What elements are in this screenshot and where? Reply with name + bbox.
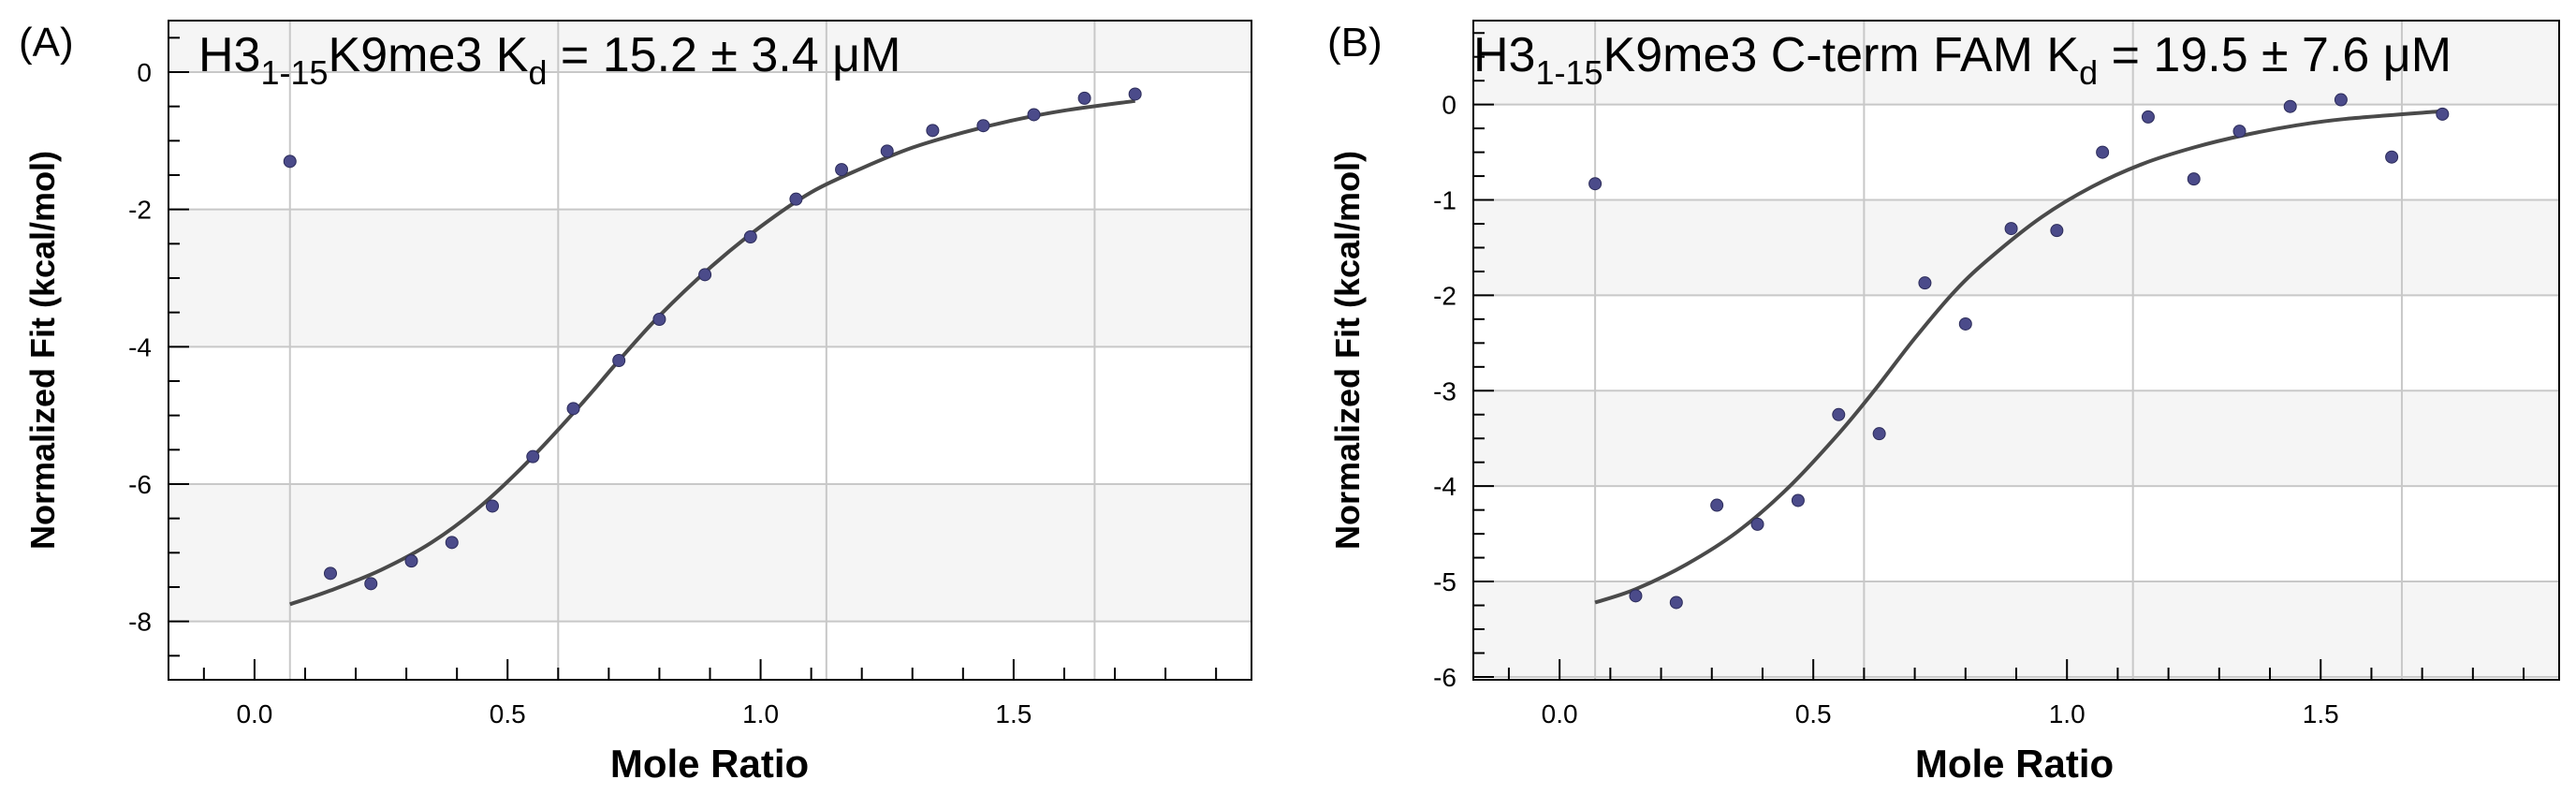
fit-curve-a: [289, 98, 1135, 607]
data-point: [926, 124, 940, 138]
y-tick-label: 0: [1442, 91, 1456, 120]
horizontal-gridlines-a: [168, 71, 1251, 623]
grid-band: [1473, 390, 2559, 487]
plot-frame-a: [168, 20, 1252, 681]
panel-a: 0.0 0.5 1.0 1.5 0 -2 -4 -6 -8 (A) H31-15K9me3 K…: [19, 20, 1252, 786]
chart-title-b: H31-15K9me3 C-term FAM Kd = 19.5 ± 7.6 μ…: [1473, 28, 2452, 92]
tick-marks-b: [1473, 32, 2525, 680]
y-tick-label: -5: [1433, 567, 1456, 596]
grid-band: [168, 21, 1251, 72]
grid-bands-b: [1473, 21, 2559, 677]
data-point: [1669, 596, 1683, 610]
data-point: [2283, 99, 2297, 113]
data-point: [486, 499, 500, 513]
y-tick-label: -6: [1433, 663, 1456, 692]
data-point: [789, 192, 803, 206]
data-point: [445, 536, 459, 550]
grid-bands-a: [168, 21, 1251, 622]
data-point: [2385, 150, 2399, 164]
tick-marks-a: [168, 37, 1218, 680]
data-point: [1027, 108, 1041, 122]
data-point: [2004, 222, 2018, 236]
panel-label-b: (B): [1327, 20, 1383, 66]
data-point: [1958, 316, 1972, 331]
y-tick-label: -2: [128, 196, 152, 225]
data-point: [283, 154, 297, 169]
data-point: [2096, 145, 2110, 159]
data-point: [2141, 110, 2155, 124]
data-point: [743, 230, 757, 243]
x-tick-label: 0.5: [490, 699, 526, 728]
y-tick-label: -6: [128, 470, 152, 499]
x-tick-label: 1.5: [2303, 699, 2339, 728]
y-tick-labels-a: 0 -2 -4 -6 -8: [128, 58, 152, 637]
data-point: [880, 144, 894, 158]
chart-title-a: H31-15K9me3 Kd = 15.2 ± 3.4 μM: [198, 28, 900, 92]
grid-band: [168, 484, 1251, 622]
data-point: [526, 449, 540, 463]
grid-band: [1473, 199, 2559, 296]
x-axis-title-a: Mole Ratio: [610, 742, 809, 786]
grid-band: [1473, 21, 2559, 105]
vertical-gridlines-b: [1594, 21, 2403, 680]
y-tick-label: -8: [128, 608, 152, 637]
x-tick-labels-b: 0.0 0.5 1.0 1.5: [1542, 699, 2339, 728]
data-point: [1710, 498, 1724, 512]
x-tick-label: 1.0: [742, 699, 779, 728]
x-tick-label: 0.0: [236, 699, 272, 728]
data-point: [835, 163, 849, 177]
grid-band: [1473, 581, 2559, 677]
data-point: [698, 268, 712, 282]
x-tick-label: 0.5: [1795, 699, 1832, 728]
x-axis-title-b: Mole Ratio: [1915, 742, 2114, 786]
data-point: [1077, 91, 1091, 105]
data-point: [612, 354, 626, 367]
vertical-gridlines-a: [288, 21, 1096, 680]
data-point: [1588, 177, 1603, 191]
data-point: [404, 554, 418, 568]
y-axis-title-a: Normalized Fit (kcal/mol): [23, 151, 62, 550]
data-point: [1791, 493, 1805, 507]
data-point: [1629, 589, 1643, 603]
plot-frame-b: [1472, 20, 2560, 681]
y-axis-title-b: Normalized Fit (kcal/mol): [1328, 151, 1367, 550]
data-point: [364, 577, 378, 591]
y-tick-labels-b: 0 -1 -2 -3 -4 -5 -6: [1433, 91, 1456, 692]
data-point: [2187, 172, 2201, 186]
data-point: [1872, 427, 1886, 441]
data-point: [566, 402, 580, 416]
data-points-a: [283, 87, 1142, 591]
data-point: [2050, 224, 2064, 238]
panel-label-a: (A): [19, 20, 74, 66]
y-tick-label: 0: [137, 58, 152, 87]
data-point: [652, 313, 666, 326]
data-point: [976, 119, 990, 133]
y-tick-label: -1: [1433, 186, 1456, 215]
data-point: [324, 566, 338, 581]
panel-b: 0.0 0.5 1.0 1.5 0 -1 -2 -3 -4 -5 -6 (B) H31-15K9m…: [1327, 20, 2560, 786]
x-tick-label: 1.0: [2049, 699, 2086, 728]
data-point: [1128, 87, 1142, 101]
data-point: [2232, 125, 2247, 139]
data-point: [2334, 93, 2348, 107]
data-point: [2436, 107, 2450, 121]
y-tick-label: -3: [1433, 376, 1456, 405]
y-tick-label: -2: [1433, 281, 1456, 310]
x-tick-labels-a: 0.0 0.5 1.0 1.5: [236, 699, 1032, 728]
fit-curve-b: [1594, 109, 2443, 605]
x-tick-label: 1.5: [995, 699, 1032, 728]
y-tick-label: -4: [128, 332, 152, 361]
y-tick-label: -4: [1433, 472, 1456, 501]
x-tick-label: 0.0: [1542, 699, 1578, 728]
data-points-b: [1588, 93, 2450, 610]
data-point: [1750, 517, 1764, 531]
data-point: [1918, 276, 1932, 290]
data-point: [1832, 407, 1846, 421]
